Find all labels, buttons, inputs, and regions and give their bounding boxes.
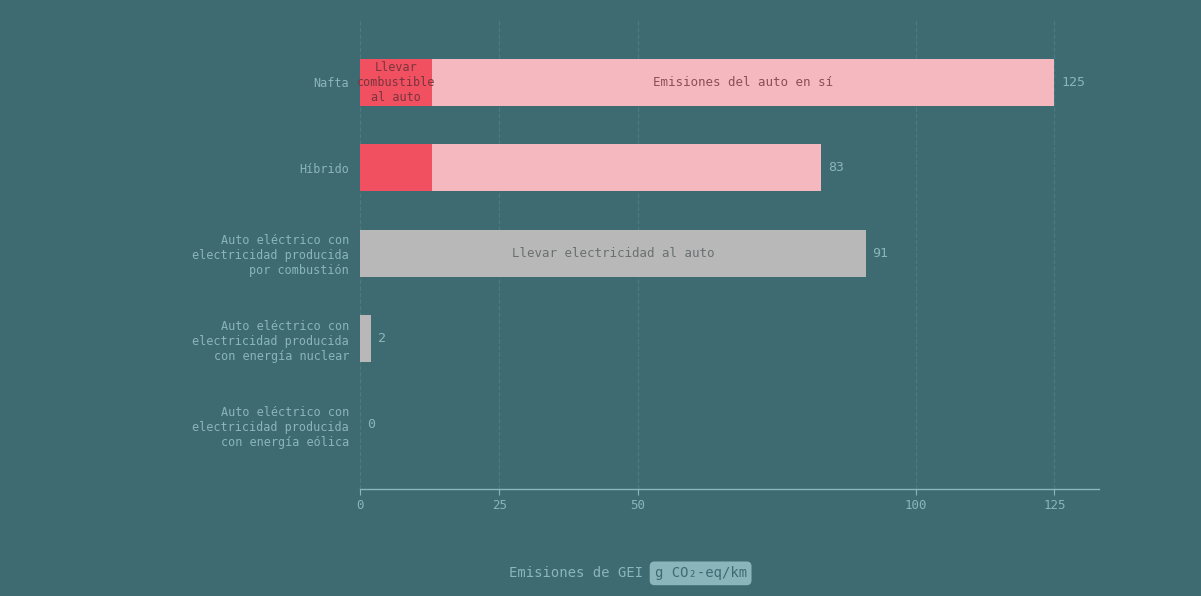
Text: g CO₂-eq/km: g CO₂-eq/km: [655, 566, 747, 581]
Text: 2: 2: [378, 333, 386, 346]
Bar: [432, 144, 821, 191]
Bar: [360, 230, 866, 277]
Bar: [360, 315, 371, 362]
Text: 0: 0: [368, 418, 375, 431]
Text: Emisiones del auto en sí: Emisiones del auto en sí: [653, 76, 833, 89]
Bar: [360, 58, 432, 105]
Text: 83: 83: [827, 161, 844, 174]
Text: 91: 91: [872, 247, 889, 260]
Text: Llevar
combustible
al auto: Llevar combustible al auto: [357, 61, 436, 104]
Text: Emisiones de GEI: Emisiones de GEI: [508, 566, 643, 581]
Text: Llevar electricidad al auto: Llevar electricidad al auto: [512, 247, 715, 260]
Bar: [360, 144, 432, 191]
Bar: [432, 58, 1054, 105]
Text: 125: 125: [1062, 76, 1086, 89]
